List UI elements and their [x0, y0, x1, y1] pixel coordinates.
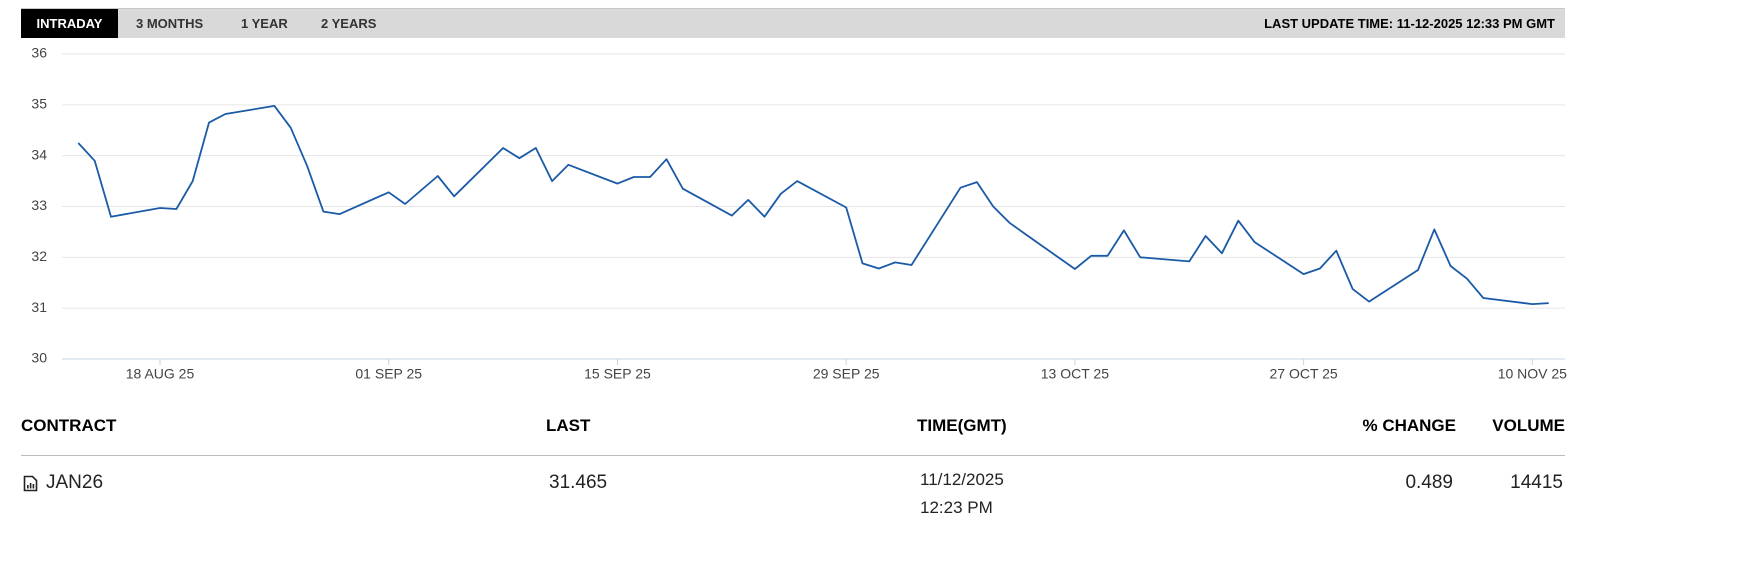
x-tick-label: 15 SEP 25	[584, 366, 651, 382]
x-tick-label: 18 AUG 25	[126, 366, 195, 382]
volume: 14415	[1510, 472, 1563, 493]
x-tick-label: 01 SEP 25	[355, 366, 422, 382]
divider	[21, 455, 1565, 456]
date: 11/12/2025	[920, 470, 1004, 489]
last-price: 31.465	[549, 472, 608, 493]
tab-bar: INTRADAY 3 MONTHS 1 YEAR 2 YEARS LAST UP…	[21, 8, 1565, 38]
tab[interactable]: 1 YEAR	[241, 16, 288, 31]
x-tick-label: 10 NOV 25	[1498, 366, 1567, 382]
chart: 30 31 32 33 34 35 36 18 AUG 25 01 SEP 25 15 SEP 2…	[31, 45, 1567, 382]
last-update: LAST UPDATE TIME: 11-12-2025 12:33 PM GM…	[1264, 16, 1555, 31]
percent-change: 0.489	[1405, 472, 1453, 493]
column-header: CONTRACT	[21, 416, 117, 435]
y-tick-label: 31	[31, 299, 47, 315]
column-header: % CHANGE	[1362, 416, 1456, 435]
x-tick-label: 13 OCT 25	[1041, 366, 1109, 382]
y-tick-label: 34	[31, 146, 47, 162]
y-tick-label: 30	[31, 350, 47, 366]
x-tick-label: 29 SEP 25	[813, 366, 880, 382]
tab[interactable]: 2 YEARS	[321, 16, 377, 31]
x-tick-label: 27 OCT 25	[1269, 366, 1337, 382]
contract[interactable]: JAN26	[46, 472, 104, 493]
tab[interactable]: 3 MONTHS	[136, 16, 204, 31]
document-icon[interactable]	[23, 475, 38, 492]
column-header: TIME(GMT)	[917, 416, 1007, 435]
y-tick-label: 33	[31, 197, 47, 213]
column-header: VOLUME	[1492, 416, 1565, 435]
tab[interactable]: INTRADAY	[21, 9, 118, 38]
column-header: LAST	[546, 416, 591, 435]
time: 12:23 PM	[920, 498, 993, 517]
y-tick-label: 32	[31, 248, 47, 264]
price-line	[77, 105, 1549, 305]
y-tick-label: 36	[31, 45, 47, 61]
y-tick-label: 35	[31, 96, 47, 112]
